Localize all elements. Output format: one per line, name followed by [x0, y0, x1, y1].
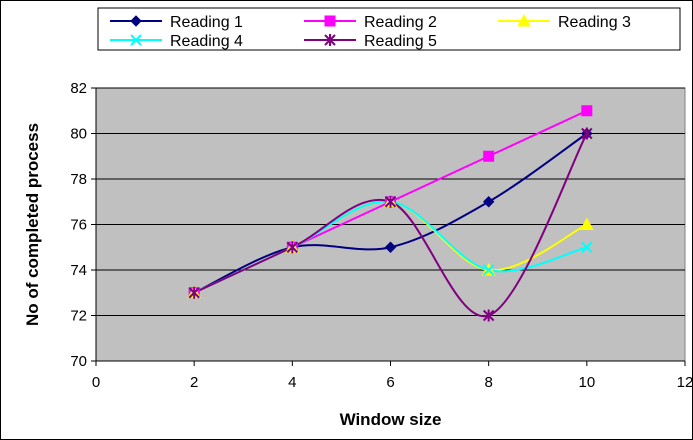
y-tick-label: 72: [70, 308, 87, 325]
legend: Reading 1 Reading 2 Reading 3 Reading 4 Read…: [97, 7, 681, 51]
legend-marker: [517, 13, 531, 27]
legend-marker: [324, 34, 336, 46]
legend-label: Reading 3: [558, 14, 631, 31]
data-point-reading-5: [286, 241, 299, 254]
x-axis-title: Window size: [340, 410, 442, 429]
legend-marker: [130, 15, 142, 27]
legend-item-reading-3: Reading 3: [498, 13, 631, 31]
x-tick-label: 8: [484, 374, 492, 391]
data-point-reading-5: [482, 309, 495, 322]
y-tick-label: 76: [70, 217, 87, 234]
data-point-reading-5: [188, 286, 200, 299]
y-tick-labels: 70 72 74 76 78 80 82: [70, 80, 87, 370]
x-tick-labels: 0 2 4 6 8 10 12: [92, 374, 693, 391]
data-point-reading-4: [581, 241, 593, 253]
series-group: [187, 105, 594, 322]
legend-item-reading-1: Reading 1: [110, 14, 243, 31]
legend-label: Reading 4: [170, 33, 243, 50]
y-tick-label: 70: [70, 353, 87, 370]
y-tick-label: 78: [70, 171, 87, 188]
series-line-reading-5: [193, 133, 588, 318]
x-tick-label: 6: [386, 374, 394, 391]
legend-label: Reading 1: [170, 14, 243, 31]
y-tick-label: 80: [70, 126, 87, 143]
data-point-reading-5: [384, 195, 397, 208]
y-axis-title: No of completed process: [23, 123, 42, 326]
data-point-reading-5: [581, 127, 593, 140]
data-point-reading-1: [384, 241, 397, 253]
data-point-reading-2: [483, 150, 495, 162]
legend-label: Reading 2: [364, 14, 437, 31]
y-tick-label: 82: [70, 80, 87, 97]
x-tick-label: 0: [92, 374, 100, 391]
x-tick-label: 10: [578, 374, 595, 391]
data-point-reading-2: [581, 105, 593, 117]
y-tick-label: 74: [70, 262, 87, 279]
data-point-reading-4: [482, 264, 495, 276]
legend-marker: [324, 15, 336, 27]
legend-marker: [130, 34, 142, 46]
legend-label: Reading 5: [364, 33, 437, 50]
legend-item-reading-2: Reading 2: [304, 14, 437, 31]
x-tick-label: 2: [190, 374, 198, 391]
data-point-reading-1: [482, 196, 495, 208]
series-markers: [187, 105, 594, 322]
x-tick-label: 4: [288, 374, 296, 391]
legend-item-reading-5: Reading 5: [304, 33, 437, 50]
legend-box: [97, 7, 681, 51]
axes: [91, 87, 686, 366]
data-point-reading-3: [579, 217, 594, 230]
legend-item-reading-4: Reading 4: [110, 33, 243, 50]
x-tick-label: 12: [677, 374, 693, 391]
